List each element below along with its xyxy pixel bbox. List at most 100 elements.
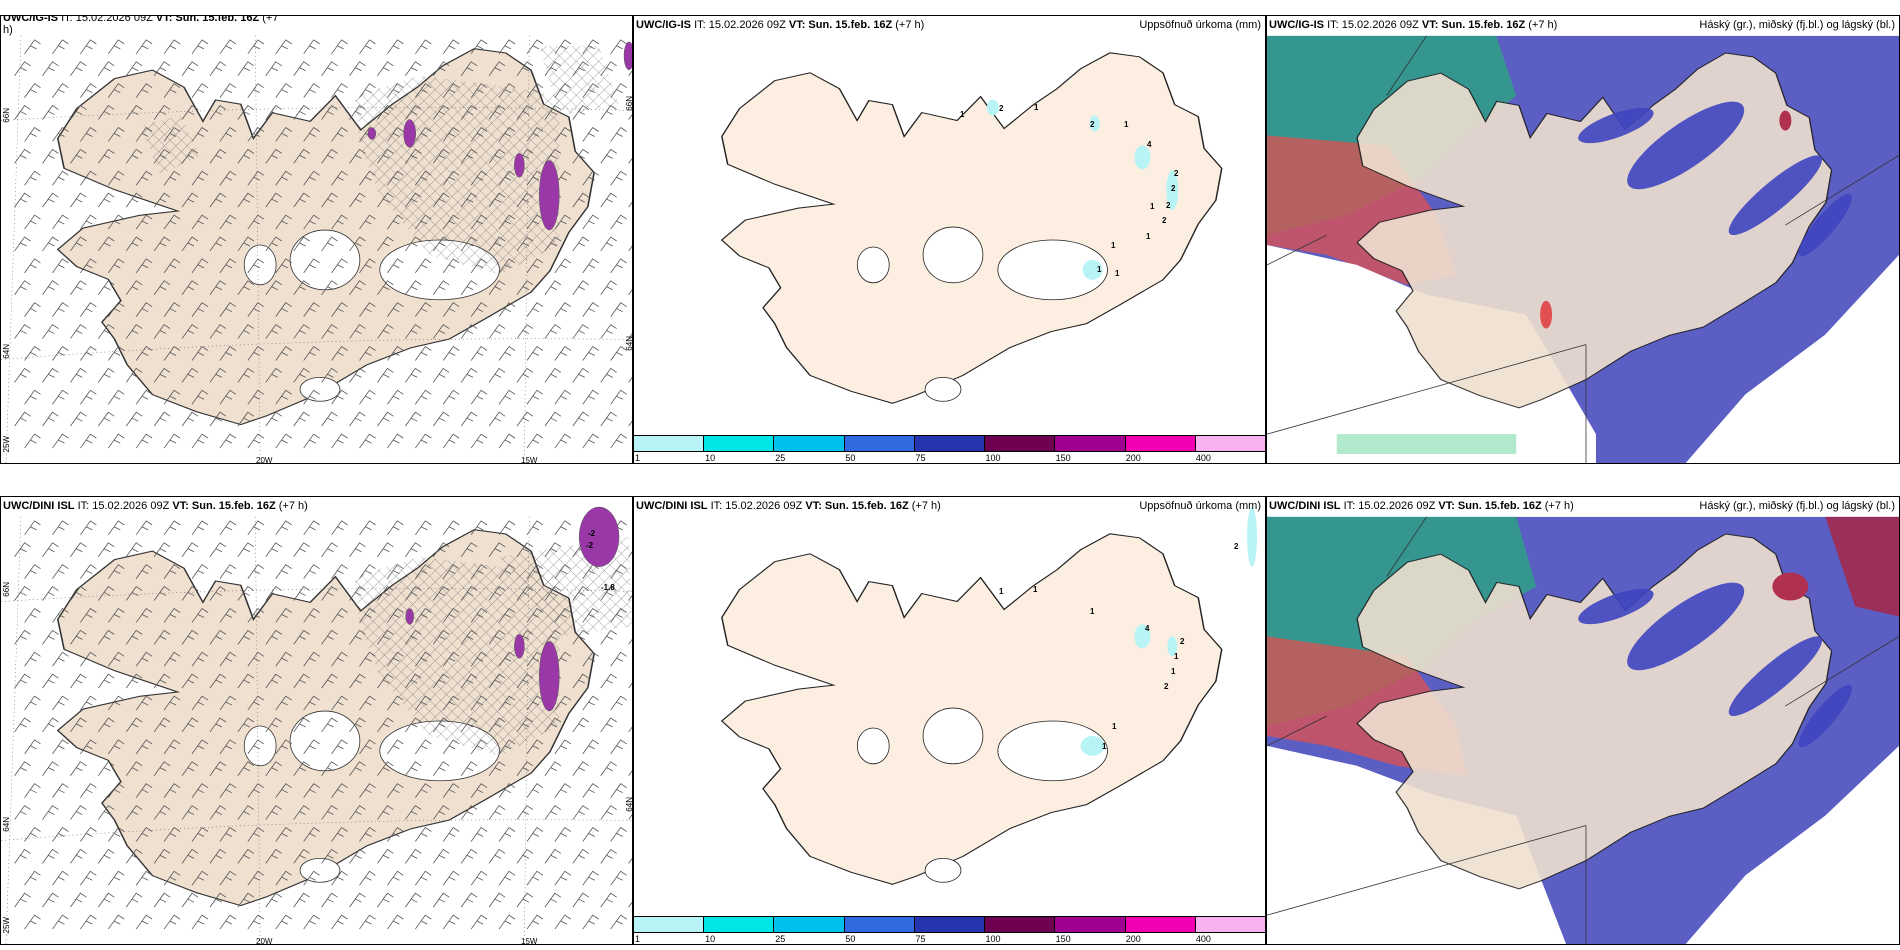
wind-barb bbox=[414, 783, 432, 798]
wind-barb bbox=[628, 595, 632, 601]
wind-barb bbox=[349, 324, 366, 339]
wind-barb bbox=[544, 629, 562, 645]
wind-barb bbox=[600, 192, 617, 208]
wind-barb bbox=[80, 739, 97, 755]
wind-barb bbox=[181, 892, 199, 908]
wind-barb bbox=[359, 783, 376, 798]
lat-label-66-right: 66N bbox=[625, 96, 633, 111]
wind-barb bbox=[265, 586, 282, 601]
wind-barb bbox=[359, 214, 376, 230]
wind-barb bbox=[516, 192, 534, 208]
wind-barb bbox=[488, 367, 506, 383]
legend-tick: 150 bbox=[1055, 934, 1071, 944]
wind-barb bbox=[80, 170, 97, 186]
wind-barb bbox=[24, 83, 41, 98]
wind-barb bbox=[516, 61, 534, 76]
legend-swatch bbox=[985, 917, 1056, 932]
wind-barb bbox=[488, 148, 506, 164]
wind-barb bbox=[321, 411, 338, 427]
wind-barb bbox=[377, 892, 394, 908]
wind-barb bbox=[163, 302, 181, 317]
wind-barb bbox=[265, 629, 282, 645]
wind-barb bbox=[275, 783, 292, 798]
wind-barb bbox=[321, 805, 338, 820]
wind-barb bbox=[70, 148, 87, 164]
wind-barb bbox=[544, 542, 562, 557]
wind-barb bbox=[52, 695, 69, 711]
wind-barb bbox=[163, 126, 181, 142]
wind-barb bbox=[275, 258, 292, 274]
wind-barb bbox=[80, 389, 97, 405]
wind-barb bbox=[331, 651, 348, 667]
wind-barb bbox=[293, 61, 310, 76]
legend-tick: 100 bbox=[985, 453, 1001, 463]
wind-barb bbox=[377, 848, 394, 864]
wind-title-top: UWC/IG-IS IT: 15.02.2026 09Z VT: Sun. 15… bbox=[3, 15, 279, 36]
wind-barb bbox=[432, 848, 450, 864]
wind-barb bbox=[349, 542, 366, 557]
wind-barb bbox=[265, 324, 282, 339]
wind-barb bbox=[191, 126, 209, 142]
wind-barb bbox=[432, 367, 450, 383]
precip-shading-bottom bbox=[1080, 506, 1258, 756]
wind-barb bbox=[498, 695, 516, 711]
wind-barb bbox=[349, 848, 366, 864]
wind-barb bbox=[70, 192, 87, 208]
wind-barb bbox=[432, 236, 450, 252]
wind-barb bbox=[52, 564, 69, 579]
legend-swatch bbox=[774, 917, 845, 932]
wind-barb bbox=[331, 170, 348, 186]
wind-barb bbox=[321, 586, 338, 601]
wind-barb bbox=[219, 914, 237, 930]
wind-barb bbox=[209, 236, 227, 252]
precip-value: 4 bbox=[1145, 624, 1150, 633]
wind-barb bbox=[42, 280, 59, 295]
wind-barb bbox=[331, 914, 348, 930]
wind-barb bbox=[275, 433, 292, 449]
wind-barb bbox=[377, 280, 394, 295]
wind-barb bbox=[52, 870, 69, 886]
legend-tick: 400 bbox=[1195, 934, 1211, 944]
wind-barb bbox=[293, 411, 310, 427]
wind-barb bbox=[219, 39, 237, 55]
graticule-bottom bbox=[1, 516, 632, 944]
wind-barb bbox=[526, 389, 544, 405]
precip-value: 2 bbox=[1164, 682, 1169, 691]
wind-barb bbox=[70, 61, 87, 76]
wind-barb bbox=[498, 914, 516, 930]
wind-barb bbox=[247, 39, 265, 55]
wind-barb bbox=[572, 148, 589, 164]
wind-barb bbox=[387, 520, 404, 536]
wind-barb bbox=[14, 148, 31, 164]
wind-barb bbox=[303, 520, 320, 536]
wind-barb bbox=[377, 236, 394, 252]
wind-barb bbox=[219, 607, 237, 623]
wind-barb bbox=[265, 280, 282, 295]
wind-barb bbox=[42, 586, 59, 601]
wind-barb bbox=[442, 170, 460, 186]
wind-barb bbox=[582, 126, 599, 142]
wind-barb bbox=[125, 324, 143, 339]
wind-barb bbox=[14, 61, 31, 76]
wind-barb bbox=[405, 324, 422, 339]
wind-barb bbox=[442, 258, 460, 274]
wind-barb bbox=[153, 717, 171, 733]
wind-barb bbox=[135, 83, 153, 98]
wind-barb bbox=[488, 280, 506, 295]
precip-value: 1 bbox=[1115, 269, 1120, 278]
wind-barb bbox=[247, 564, 265, 579]
wind-barb bbox=[432, 105, 450, 120]
wind-barb bbox=[181, 805, 199, 820]
wind-barb bbox=[303, 302, 320, 317]
wind-barb bbox=[181, 586, 199, 601]
wind-barb bbox=[572, 717, 589, 733]
wind-barb bbox=[628, 638, 632, 645]
wind-barb bbox=[460, 805, 478, 820]
wind-barb bbox=[219, 783, 237, 798]
wind-barb bbox=[387, 258, 404, 274]
wind-barb bbox=[191, 520, 209, 536]
cloud-map-bottom bbox=[1267, 497, 1899, 944]
wind-barb bbox=[321, 673, 338, 689]
wind-barb bbox=[107, 39, 125, 55]
wind-barb bbox=[321, 236, 338, 252]
